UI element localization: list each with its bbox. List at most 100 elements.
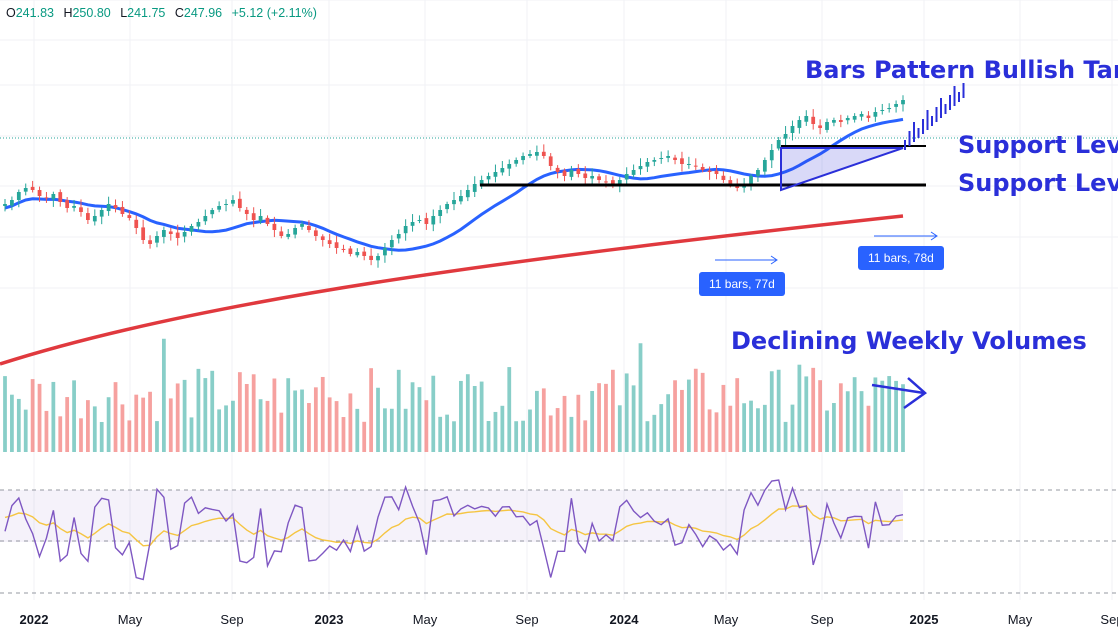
volume-bar <box>693 368 698 452</box>
candle-body <box>797 120 802 128</box>
volume-bar <box>645 421 650 452</box>
volume-bar <box>348 393 353 452</box>
candle-body <box>832 120 836 123</box>
moving-averages <box>0 117 904 366</box>
candle-body <box>369 255 373 260</box>
candle-body <box>894 104 898 107</box>
candle-body <box>16 192 21 200</box>
candle-body <box>604 181 608 183</box>
candle-body <box>866 115 871 118</box>
volume-bar <box>776 369 781 452</box>
candle-body <box>3 204 7 206</box>
candle-body <box>825 122 829 130</box>
volume-bar <box>880 380 885 452</box>
x-axis-label: 2022 <box>20 612 49 627</box>
volume-bar <box>92 406 97 452</box>
volume-bar <box>424 400 429 452</box>
candle-body <box>127 215 132 218</box>
volume-bar <box>72 380 76 452</box>
candle-body <box>355 252 360 256</box>
candle-body <box>51 194 56 200</box>
candle-body <box>182 232 187 237</box>
candle-body <box>859 114 864 117</box>
volume-bar <box>500 405 505 452</box>
volume-bar <box>300 389 304 452</box>
volume-bar <box>493 411 498 452</box>
ma-50-line <box>4 117 904 252</box>
candle-body <box>749 176 753 186</box>
candle-body <box>168 231 173 234</box>
x-axis-label: Sep <box>220 612 243 627</box>
candle-body <box>507 164 512 169</box>
open-label: O <box>6 6 16 20</box>
candle-body <box>376 256 380 261</box>
candle-body <box>693 165 698 167</box>
close-label: C <box>174 6 184 20</box>
volume-bar <box>700 372 705 452</box>
candle-body <box>438 210 443 216</box>
candle-body <box>348 248 353 254</box>
low-value: 241.75 <box>127 6 166 20</box>
candle-body <box>99 210 104 217</box>
rsi-line <box>4 479 904 581</box>
candle-body <box>804 116 809 122</box>
volume-bar <box>541 388 546 452</box>
volume-bar <box>617 405 622 452</box>
volume-bar <box>576 394 581 452</box>
candle-body <box>244 209 249 214</box>
volume-bar <box>355 408 360 452</box>
volume-bar <box>604 383 608 452</box>
candle-body <box>286 234 291 237</box>
candle-body <box>597 176 601 180</box>
candle-body <box>901 100 905 105</box>
volume-bar <box>293 390 298 452</box>
candle-body <box>155 236 159 243</box>
volume-bar <box>728 405 733 452</box>
candle-body <box>141 227 146 240</box>
volume-bar <box>445 414 449 452</box>
volume-bar <box>783 421 788 452</box>
candle-body <box>721 175 726 180</box>
volume-bar <box>790 404 795 452</box>
volume-bar <box>203 378 208 452</box>
volume-bar <box>438 416 443 452</box>
candle-body <box>251 213 256 220</box>
range-arrowhead-1 <box>770 255 778 265</box>
volume-bar <box>762 404 767 452</box>
volume-bar <box>155 421 159 452</box>
x-axis-label: Sep <box>515 612 538 627</box>
candle-body <box>10 200 14 206</box>
volume-bar <box>514 421 519 452</box>
candle-body <box>452 200 456 205</box>
candle-body <box>23 188 28 192</box>
volume-bar <box>749 400 753 452</box>
volume-bar <box>431 375 436 452</box>
x-axis-label: May <box>413 612 438 627</box>
volume-bar <box>569 416 574 452</box>
volume-bar <box>624 373 629 452</box>
volume-bar <box>852 377 857 452</box>
volume-bar <box>403 408 408 452</box>
volume-bar <box>182 379 187 452</box>
candle-body <box>72 206 76 208</box>
high-label: H <box>63 6 73 20</box>
candle-body <box>576 169 581 174</box>
volume-bar <box>320 376 325 452</box>
volume-bar <box>99 421 104 452</box>
volume-bar <box>258 399 263 452</box>
candle-body <box>493 172 498 177</box>
bars-range-label-1: 11 bars, 77d <box>699 272 785 296</box>
candle-body <box>645 162 650 167</box>
volume-bar <box>507 367 512 452</box>
candle-body <box>65 200 70 208</box>
candle-body <box>279 231 284 236</box>
volume-bar <box>134 394 139 452</box>
candle-body <box>659 158 664 159</box>
bullish-target-annotation: Bars Pattern Bullish Target <box>805 56 1118 84</box>
candle-body <box>762 160 767 172</box>
volume-bar <box>44 410 49 452</box>
candle-body <box>555 167 560 172</box>
rsi-panel <box>0 479 1118 594</box>
